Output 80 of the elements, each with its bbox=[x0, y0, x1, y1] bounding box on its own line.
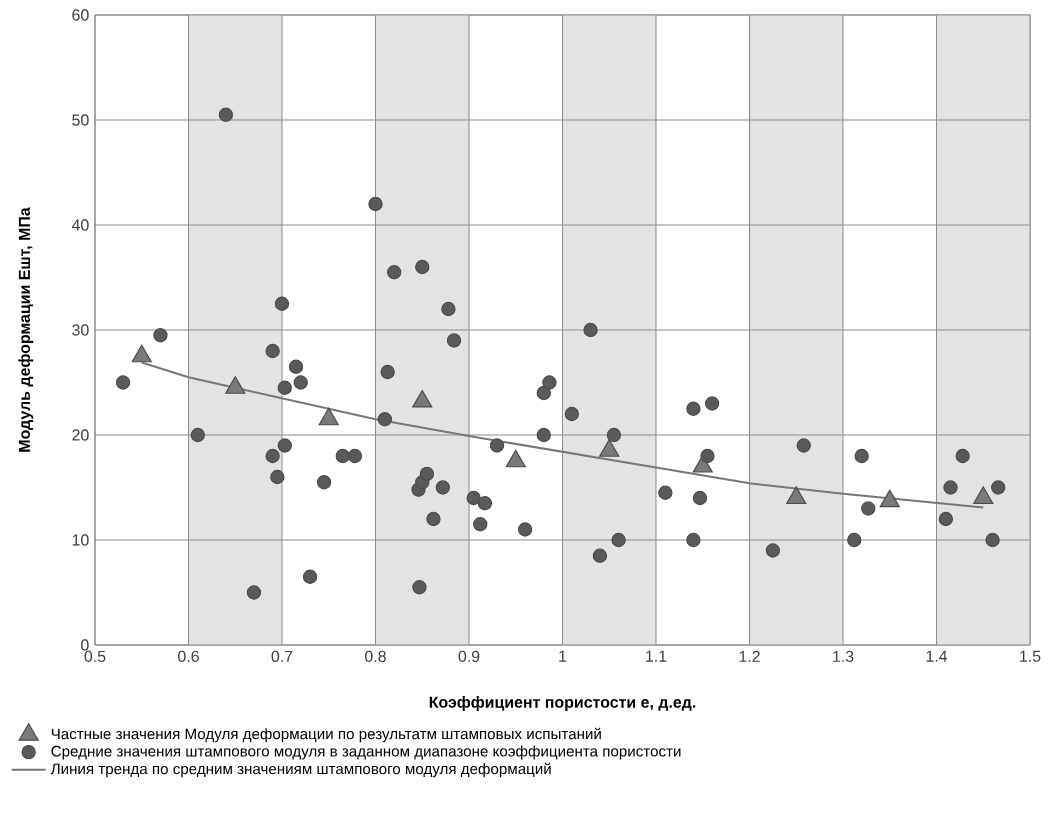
point bbox=[985, 532, 1000, 548]
point bbox=[441, 301, 456, 317]
x-tick-label: 1.2 bbox=[739, 650, 760, 662]
point bbox=[938, 511, 954, 527]
point bbox=[606, 427, 622, 443]
point bbox=[115, 375, 131, 390]
point bbox=[583, 322, 598, 338]
point bbox=[564, 406, 580, 422]
point bbox=[274, 296, 290, 311]
point bbox=[426, 511, 441, 527]
point bbox=[246, 585, 262, 600]
y-tick-label: 20 bbox=[72, 429, 89, 441]
x-axis-title: Коэффициент пористости е, д.ед. bbox=[429, 696, 696, 711]
x-tick-label: 1 bbox=[559, 650, 567, 662]
y-tick-label: 30 bbox=[72, 324, 89, 336]
x-tick-label: 1.1 bbox=[646, 650, 667, 662]
point bbox=[347, 448, 363, 464]
point bbox=[536, 427, 551, 443]
point bbox=[611, 532, 626, 548]
y-tick-label: 50 bbox=[72, 114, 89, 126]
point bbox=[218, 107, 234, 122]
point bbox=[658, 485, 673, 500]
point bbox=[377, 412, 393, 427]
point bbox=[796, 438, 811, 453]
point bbox=[861, 501, 876, 516]
point bbox=[380, 364, 395, 380]
point bbox=[686, 532, 701, 548]
point bbox=[943, 480, 958, 495]
point bbox=[489, 438, 505, 453]
x-tick-label: 0.8 bbox=[365, 650, 386, 662]
x-tick-label: 0.6 bbox=[178, 650, 199, 662]
point bbox=[265, 448, 280, 464]
x-tick-label: 0.7 bbox=[271, 650, 293, 662]
point bbox=[412, 580, 427, 595]
point bbox=[190, 427, 206, 443]
point bbox=[991, 480, 1006, 495]
x-tick-label: 1.3 bbox=[833, 650, 854, 662]
point bbox=[704, 396, 720, 411]
point bbox=[153, 328, 168, 343]
point bbox=[302, 569, 318, 584]
point bbox=[592, 548, 608, 563]
y-tick-label: 10 bbox=[72, 534, 89, 546]
point bbox=[335, 448, 350, 464]
point bbox=[854, 448, 869, 464]
y-axis-title: Модуль деформации Ешт, МПа bbox=[18, 207, 34, 452]
y-tick-label: 60 bbox=[72, 9, 89, 21]
point bbox=[466, 490, 481, 506]
point bbox=[536, 385, 551, 401]
point bbox=[288, 359, 304, 374]
legend-label: Частные значения Модуля деформации по результатм штамповых испытаний bbox=[51, 727, 601, 743]
point bbox=[686, 401, 701, 416]
legend-label: Линия тренда по средним значениям штампового модуля деформаций bbox=[50, 762, 551, 778]
point bbox=[368, 196, 383, 212]
point bbox=[517, 522, 533, 537]
point bbox=[542, 375, 557, 390]
point bbox=[700, 448, 715, 464]
point bbox=[955, 448, 970, 464]
y-tick-label: 0 bbox=[81, 639, 89, 651]
point bbox=[270, 469, 285, 485]
point bbox=[446, 333, 462, 348]
point bbox=[293, 375, 308, 390]
x-tick-label: 0.9 bbox=[458, 650, 480, 662]
point bbox=[765, 543, 781, 558]
point bbox=[265, 343, 280, 359]
point bbox=[316, 475, 332, 490]
point bbox=[692, 490, 708, 506]
y-tick-label: 40 bbox=[71, 219, 89, 231]
point bbox=[435, 480, 450, 495]
x-tick-label: 1.5 bbox=[1020, 650, 1041, 662]
point bbox=[477, 496, 493, 511]
point bbox=[415, 259, 430, 275]
point bbox=[473, 517, 488, 532]
point bbox=[387, 265, 402, 280]
point bbox=[847, 532, 862, 548]
legend-label: Средние значения штампового модуля в заданном диапазоне коэффициента пористости bbox=[51, 745, 681, 760]
x-tick-label: 0.5 bbox=[84, 650, 106, 662]
point bbox=[277, 438, 292, 453]
point bbox=[277, 380, 292, 395]
point bbox=[419, 466, 435, 482]
x-tick-label: 1.4 bbox=[926, 650, 948, 662]
